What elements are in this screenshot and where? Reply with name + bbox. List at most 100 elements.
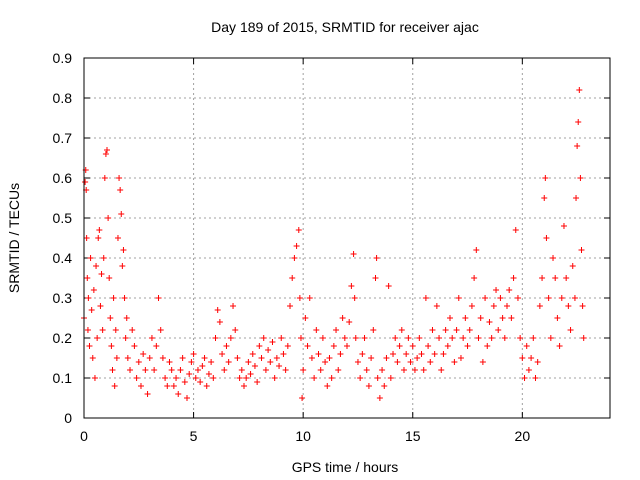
data-point [427, 359, 434, 365]
data-point [444, 343, 451, 349]
x-tick-label: 10 [295, 428, 311, 444]
data-point [361, 335, 368, 341]
data-point [574, 143, 581, 149]
data-point [547, 335, 554, 341]
data-point [571, 295, 578, 301]
data-point [333, 327, 340, 333]
data-point [192, 375, 199, 381]
data-point [296, 295, 303, 301]
data-point [190, 351, 197, 357]
data-point [482, 295, 489, 301]
data-point [495, 327, 502, 333]
data-point [119, 263, 126, 269]
data-point [328, 375, 335, 381]
data-point [422, 295, 429, 301]
data-point [373, 255, 380, 261]
x-tick-label: 5 [190, 428, 198, 444]
data-point [159, 355, 166, 361]
data-point [127, 367, 134, 373]
data-point [387, 375, 394, 381]
data-point [201, 355, 208, 361]
x-tick-label: 20 [515, 428, 531, 444]
data-point [93, 263, 100, 269]
data-point [379, 367, 386, 373]
data-point [497, 295, 504, 301]
data-point [293, 243, 300, 249]
data-point [205, 371, 212, 377]
data-point [308, 355, 315, 361]
data-point [514, 295, 521, 301]
data-point [113, 355, 120, 361]
data-point [90, 287, 97, 293]
data-point [576, 87, 583, 93]
data-point [390, 351, 397, 357]
data-point [142, 367, 149, 373]
y-tick-label: 0.7 [53, 130, 73, 146]
data-point [578, 247, 585, 253]
data-point [374, 375, 381, 381]
data-point [352, 335, 359, 341]
data-point [363, 367, 370, 373]
data-point [322, 359, 329, 365]
data-point [490, 303, 497, 309]
data-point [477, 315, 484, 321]
data-point [109, 367, 116, 373]
data-point [186, 371, 193, 377]
data-point [260, 335, 267, 341]
data-point [372, 275, 379, 281]
data-point [460, 335, 467, 341]
data-point [357, 375, 364, 381]
data-point [262, 367, 269, 373]
data-point [102, 151, 109, 157]
data-point [254, 379, 261, 385]
data-point [575, 119, 582, 125]
data-point [108, 343, 115, 349]
data-point [344, 343, 350, 349]
y-tick-label: 0.5 [53, 210, 73, 226]
data-point [164, 383, 171, 389]
data-point [153, 343, 160, 349]
data-point [184, 395, 191, 401]
data-point [116, 175, 123, 181]
data-point [536, 303, 543, 309]
chart-title: Day 189 of 2015, SRMTID for receiver aja… [211, 19, 479, 35]
data-point [550, 255, 557, 261]
data-point [359, 351, 366, 357]
data-point [168, 367, 175, 373]
data-point [104, 147, 111, 153]
data-point [579, 303, 586, 309]
data-point [473, 247, 480, 253]
data-point [442, 327, 449, 333]
data-point [370, 327, 377, 333]
data-point [251, 363, 258, 369]
data-point [278, 335, 285, 341]
data-point [429, 327, 436, 333]
data-point [232, 327, 239, 333]
data-point [580, 335, 587, 341]
data-point [120, 247, 127, 253]
data-point [464, 343, 471, 349]
data-point [118, 211, 125, 217]
data-point [105, 215, 112, 221]
data-point [519, 355, 526, 361]
data-point [394, 359, 401, 365]
data-point [107, 315, 114, 321]
data-point [453, 327, 460, 333]
x-tick-label: 15 [405, 428, 421, 444]
data-point [523, 343, 530, 349]
data-point [396, 343, 403, 349]
data-point [267, 359, 274, 365]
data-point [525, 367, 532, 373]
data-point [558, 295, 565, 301]
data-point [157, 327, 164, 333]
data-point [151, 367, 158, 373]
data-point [418, 351, 425, 357]
data-point [479, 359, 486, 365]
data-point [85, 295, 92, 301]
data-point [565, 303, 572, 309]
data-point [166, 359, 173, 365]
data-point [280, 351, 287, 357]
data-point [414, 355, 421, 361]
data-point [313, 327, 320, 333]
data-point [131, 343, 138, 349]
